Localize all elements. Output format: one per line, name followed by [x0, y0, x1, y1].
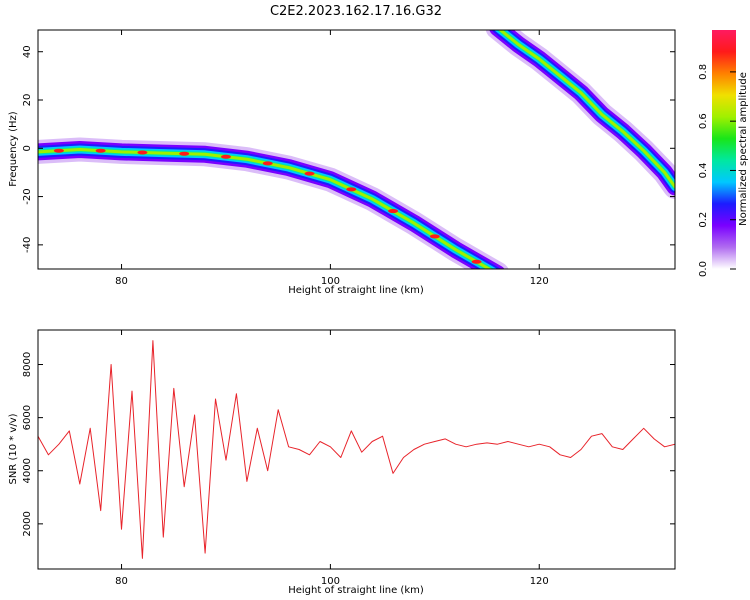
colorbar-gradient [712, 30, 736, 269]
spectrogram-x-tick-label: 80 [115, 276, 128, 287]
spectrogram-peak-marker [137, 150, 148, 155]
snr-y-tick-label: 2000 [22, 511, 33, 536]
spectrogram-x-tick-label: 100 [321, 276, 340, 287]
spectrogram-y-axis-label: Frequency (Hz) [8, 111, 19, 187]
colorbar-tick-label: 0.6 [698, 113, 709, 129]
snr-x-tick-label: 80 [115, 576, 128, 587]
spectrogram-y-tick-label: -40 [22, 237, 33, 253]
spectrogram-peak-marker [95, 148, 106, 153]
snr-y-tick-label: 6000 [22, 405, 33, 430]
colorbar-tick-label: 0.0 [698, 261, 709, 277]
spectrogram-panel: 80 100 120 -40 -20 0 20 40 Height of straight l… [8, 29, 676, 296]
spectrogram-x-axis-label: Height of straight line (km) [288, 285, 424, 296]
spectrogram-peak-marker [471, 259, 482, 264]
snr-y-tick-label: 4000 [22, 458, 33, 483]
spectrogram-frame [37, 29, 676, 270]
snr-y-tick-label: 8000 [22, 352, 33, 377]
spectrogram-y-tick-label: 20 [22, 94, 33, 107]
colorbar-tick-label: 0.8 [698, 64, 709, 80]
spectrogram-x-tick-label: 120 [530, 276, 549, 287]
colorbar-label: Normalized spectral amplitude [738, 72, 749, 226]
snr-series-line [38, 340, 675, 559]
snr-panel: 80 100 120 2000 4000 6000 8000 Height of strai… [8, 329, 676, 596]
spectrogram-y-tick-label: 40 [22, 45, 33, 58]
colorbar-tick-label: 0.4 [698, 162, 709, 178]
snr-x-tick-label: 100 [321, 576, 340, 587]
spectrogram-peak-marker [304, 171, 315, 176]
snr-x-axis-label: Height of straight line (km) [288, 585, 424, 596]
snr-plot-area [38, 330, 675, 569]
spectrogram-peak-marker [388, 209, 399, 214]
spectrogram-peak-marker [220, 154, 231, 159]
colorbar-tick-label: 0.2 [698, 212, 709, 228]
colorbar: 0.0 0.2 0.4 0.6 0.8 Normalized spectral ampl… [698, 30, 749, 277]
spectrogram-peak-marker [53, 148, 64, 153]
snr-x-tick-label: 120 [530, 576, 549, 587]
snr-y-axis-label: SNR (10 * v/v) [8, 413, 19, 484]
spectrogram-peak-marker [429, 234, 440, 239]
spectrogram-peak-marker [262, 161, 273, 166]
figure-title: C2E2.2023.162.17.16.G32 [270, 4, 442, 19]
spectrogram-peak-marker [179, 151, 190, 156]
snr-frame [37, 329, 676, 570]
spectrogram-peak-marker [346, 187, 357, 192]
spectrogram-y-tick-label: 0 [22, 145, 33, 151]
spectrogram-ridge-2-band-6 [498, 30, 675, 189]
spectrogram-y-tick-label: -20 [22, 188, 33, 204]
